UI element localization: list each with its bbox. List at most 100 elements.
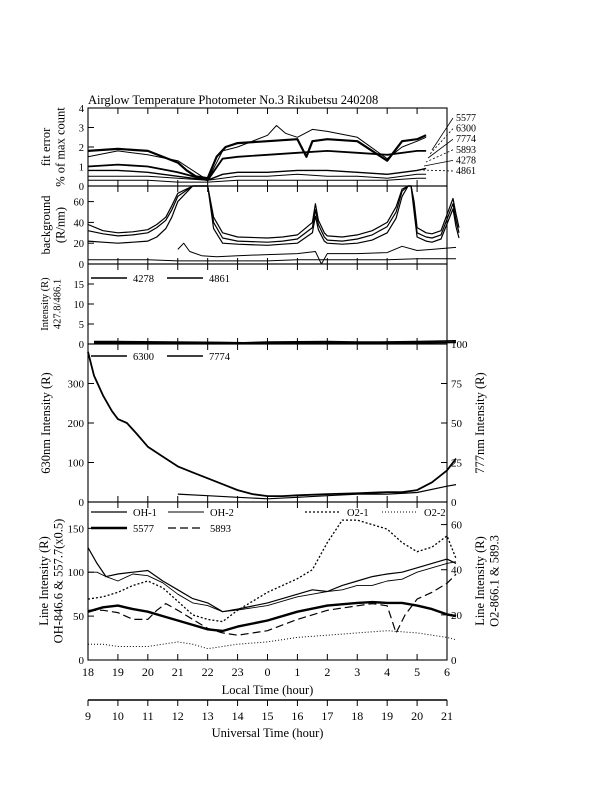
y-tick-label: 0: [79, 340, 84, 351]
right-label: 4278: [456, 155, 476, 166]
right-label: 5577: [456, 113, 476, 124]
y-right-tick-label: 40: [451, 565, 463, 577]
y-tick-label: 5: [79, 320, 84, 331]
series-line: [88, 573, 457, 636]
legend-label: OH-1: [133, 508, 157, 519]
y-left-label: Line Intensity (R): [37, 536, 51, 626]
series-line: [87, 600, 457, 633]
y-right-tick-label: 0: [451, 497, 457, 509]
series-line: [87, 134, 427, 180]
x-tick-label: 18: [82, 665, 94, 679]
y-axis-label: 427.8/486.1: [53, 279, 64, 329]
x-tick-label: 0: [265, 665, 271, 679]
y-tick-label: 60: [74, 198, 85, 209]
panel-6300-7774: 0 100 200 300 0 25 50 75 100 630nm Intensity (R) 7…: [39, 339, 487, 509]
series-line: [87, 547, 457, 613]
legend-label: 5577: [133, 524, 154, 535]
y-left-tick-label: 300: [68, 379, 85, 391]
legend-label: O2-1: [347, 508, 369, 519]
x-tick-label: 19: [112, 665, 124, 679]
ut-tick-label: 17: [321, 709, 333, 723]
panel-frame: [87, 185, 448, 265]
y-left-tick-label: 0: [79, 655, 85, 667]
legend-label: 4278: [133, 274, 154, 285]
y-tick-label: 3: [79, 124, 84, 135]
panel-frame: [87, 107, 448, 187]
ut-tick-label: 10: [112, 709, 124, 723]
series-line: [88, 630, 457, 650]
series-line: [88, 173, 427, 181]
legend-label: 4861: [209, 274, 230, 285]
legend-label: 7774: [209, 352, 231, 363]
x-axis-label: Local Time (hour): [222, 683, 314, 697]
ut-tick-label: 21: [441, 709, 453, 723]
y-right-tick-label: 50: [451, 418, 463, 430]
x-tick-label: 23: [232, 665, 244, 679]
right-label: 7774: [456, 134, 476, 145]
series-line: [87, 149, 427, 182]
legend-label: OH-2: [210, 508, 234, 519]
legend-label: 6300: [133, 352, 154, 363]
ut-tick-label: 13: [202, 709, 214, 723]
x-tick-label: 6: [444, 665, 450, 679]
x-tick-label: 5: [414, 665, 420, 679]
series-line: [87, 519, 457, 623]
x-tick-label: 21: [172, 665, 184, 679]
y-axis-label: % of max count: [54, 107, 68, 187]
y-right-tick-label: 75: [451, 379, 463, 391]
y-right-tick-label: 0: [451, 655, 457, 667]
y-right-label: O2-866.1 & 589.3: [488, 535, 502, 627]
label-leader: [427, 138, 454, 159]
y-tick-label: 20: [74, 239, 85, 250]
series-line: [94, 341, 457, 345]
ut-tick-label: 9: [85, 709, 91, 723]
ut-tick-label: 11: [142, 709, 154, 723]
y-axis-label: background: [39, 195, 53, 255]
ut-tick-label: 14: [232, 709, 244, 723]
y-right-label: Line Intensity (R): [473, 536, 487, 626]
y-right-tick-label: 25: [451, 458, 463, 470]
y-tick-label: 10: [74, 300, 85, 311]
y-axis-label: Intensity (R): [40, 277, 51, 331]
series-line: [88, 561, 457, 613]
y-tick-label: 1: [79, 163, 84, 174]
series-line: [88, 258, 456, 262]
y-left-tick-label: 0: [79, 497, 85, 509]
label-leader: [423, 160, 454, 167]
ut-tick-label: 19: [381, 709, 393, 723]
ut-tick-label: 20: [411, 709, 423, 723]
y-left-tick-label: 200: [68, 418, 85, 430]
series-line: [87, 185, 460, 246]
right-label: 5893: [456, 145, 476, 156]
y-left-label: OH-846.6 & 557.7(x0.5): [52, 519, 66, 644]
ut-tick-label: 16: [291, 709, 303, 723]
y-tick-label: 15: [74, 280, 85, 291]
y-right-label: 777nm Intensity (R): [473, 372, 487, 473]
label-leader: [429, 128, 454, 155]
series-line: [87, 125, 427, 181]
y-tick-label: 0: [79, 260, 84, 271]
y-left-label: 630nm Intensity (R): [39, 372, 53, 473]
panel-background: 0 20 40 60 background (R/nm): [39, 185, 460, 271]
label-leader: [425, 149, 454, 163]
legend-label: O2-2: [424, 508, 446, 519]
y-axis-label: (R/nm): [54, 207, 68, 243]
series-line: [94, 340, 457, 344]
legend-label: 5893: [210, 524, 231, 535]
y-left-tick-label: 50: [73, 611, 85, 623]
y-axis-label: fit error: [39, 127, 53, 166]
y-tick-label: 40: [74, 218, 85, 229]
y-right-tick-label: 100: [451, 339, 468, 351]
y-tick-label: 2: [79, 143, 84, 154]
series-line: [177, 484, 457, 500]
right-label: 6300: [456, 124, 476, 135]
x-tick-label: 20: [142, 665, 154, 679]
universal-time-axis: 9 10 11 12 13 14 15 16 17 18 19 20 21 Universal Time …: [85, 699, 453, 740]
y-tick-label: 0: [79, 182, 84, 193]
label-leader: [431, 117, 454, 151]
panel-frame: [87, 343, 448, 503]
y-right-tick-label: 20: [451, 610, 463, 622]
